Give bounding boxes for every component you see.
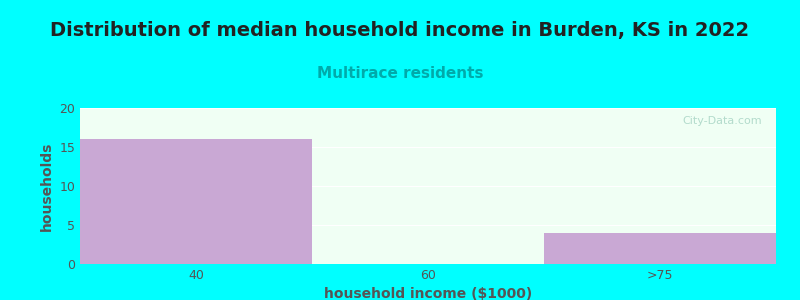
- X-axis label: household income ($1000): household income ($1000): [324, 287, 532, 300]
- Text: Multirace residents: Multirace residents: [317, 66, 483, 81]
- Text: City-Data.com: City-Data.com: [682, 116, 762, 126]
- Text: Distribution of median household income in Burden, KS in 2022: Distribution of median household income …: [50, 21, 750, 40]
- Bar: [544, 233, 776, 264]
- Bar: [80, 139, 312, 264]
- Y-axis label: households: households: [40, 141, 54, 231]
